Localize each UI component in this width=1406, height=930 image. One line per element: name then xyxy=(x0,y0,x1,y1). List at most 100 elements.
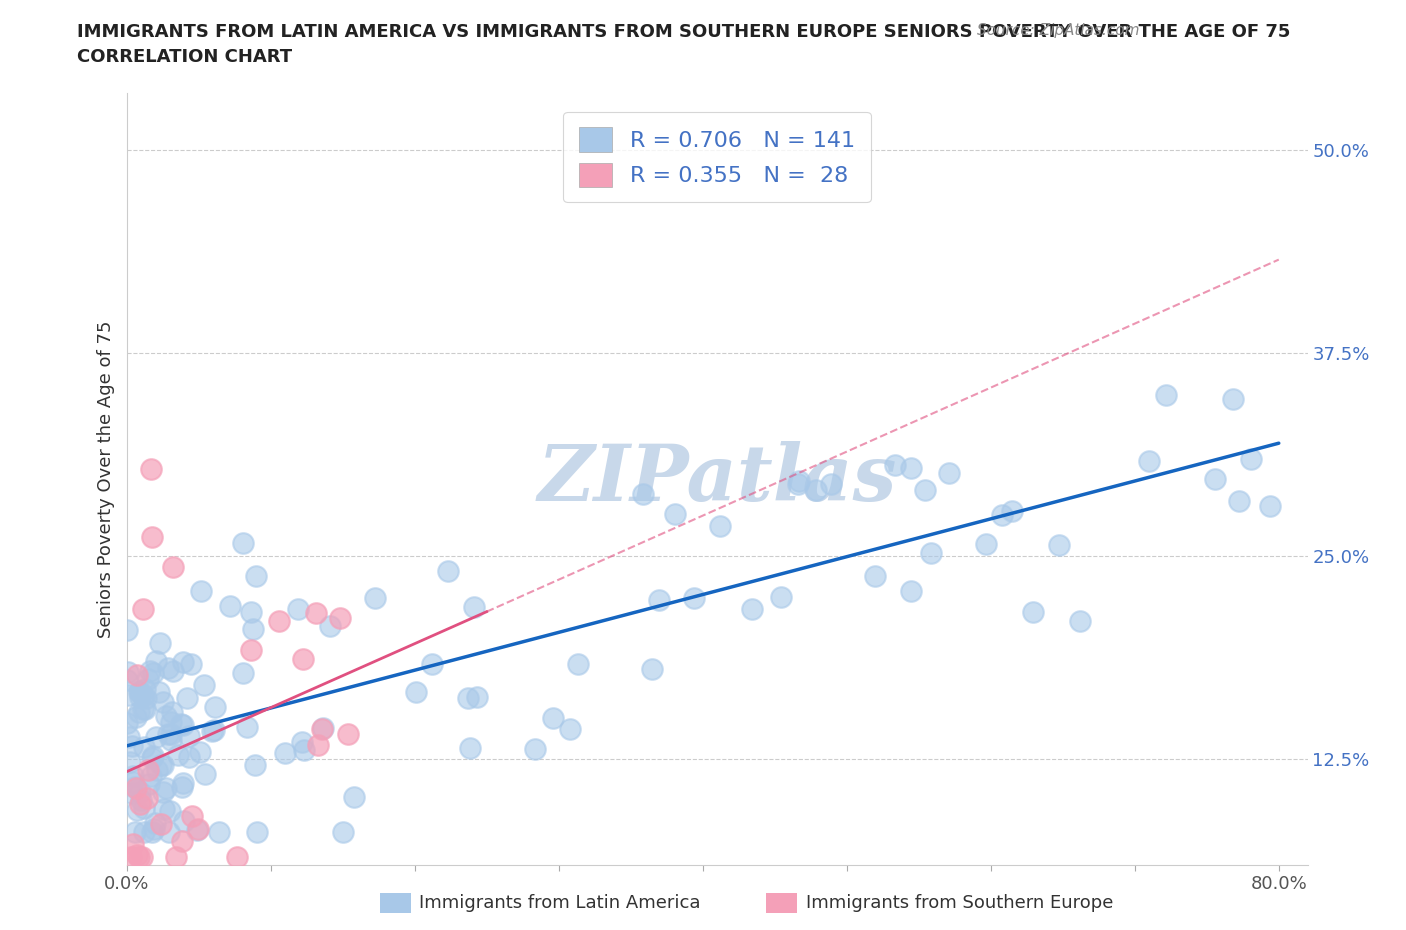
Point xyxy=(139,462,162,477)
Point xyxy=(787,477,810,492)
Point xyxy=(770,590,793,604)
Point xyxy=(232,666,254,681)
Point xyxy=(128,785,150,800)
Point xyxy=(884,458,907,472)
Point xyxy=(155,780,177,795)
Point xyxy=(567,657,589,671)
Point xyxy=(117,665,139,680)
Point xyxy=(863,568,886,583)
Point xyxy=(1258,498,1281,513)
Point xyxy=(194,766,217,781)
Point xyxy=(134,825,156,840)
Point xyxy=(132,800,155,815)
Point xyxy=(1229,494,1251,509)
Point xyxy=(142,665,165,680)
Legend: R = 0.706   N = 141, R = 0.355   N =  28: R = 0.706 N = 141, R = 0.355 N = 28 xyxy=(564,112,870,203)
Point xyxy=(153,802,176,817)
Point xyxy=(136,671,159,686)
Point xyxy=(115,672,138,687)
Point xyxy=(149,817,172,831)
Point xyxy=(342,790,364,804)
Point xyxy=(914,482,936,497)
Point xyxy=(143,815,166,830)
Text: IMMIGRANTS FROM LATIN AMERICA VS IMMIGRANTS FROM SOUTHERN EUROPE SENIORS POVERTY: IMMIGRANTS FROM LATIN AMERICA VS IMMIGRA… xyxy=(77,23,1291,41)
Point xyxy=(121,786,143,801)
Point xyxy=(177,729,200,744)
Point xyxy=(900,460,922,475)
Point xyxy=(242,622,264,637)
Point xyxy=(146,763,169,777)
Point xyxy=(159,804,181,818)
Point xyxy=(305,605,328,620)
Point xyxy=(169,716,191,731)
Point xyxy=(291,652,314,667)
Point xyxy=(167,748,190,763)
Point xyxy=(122,769,145,784)
Point xyxy=(287,602,309,617)
Point xyxy=(243,758,266,773)
Point xyxy=(134,701,156,716)
Point xyxy=(141,529,163,544)
Point xyxy=(132,739,155,754)
Point xyxy=(170,779,193,794)
Point xyxy=(1047,538,1070,552)
Point xyxy=(457,691,479,706)
Point xyxy=(141,825,163,840)
Point xyxy=(664,507,686,522)
Point xyxy=(560,722,582,737)
Point xyxy=(201,724,224,738)
Point xyxy=(132,702,155,717)
Text: ZIPatlas: ZIPatlas xyxy=(537,441,897,517)
Point xyxy=(193,678,215,693)
Point xyxy=(131,849,153,864)
Point xyxy=(165,849,187,864)
Point xyxy=(900,583,922,598)
Point xyxy=(172,717,194,732)
Point xyxy=(117,688,139,703)
Point xyxy=(134,682,156,697)
Point xyxy=(159,726,181,741)
Point xyxy=(129,796,152,811)
Point xyxy=(157,661,180,676)
Point xyxy=(683,591,706,605)
Text: CORRELATION CHART: CORRELATION CHART xyxy=(77,48,292,66)
Point xyxy=(125,803,148,817)
Point xyxy=(152,785,174,800)
Point xyxy=(148,635,170,650)
Point xyxy=(1154,388,1177,403)
Point xyxy=(463,599,485,614)
Point xyxy=(245,568,267,583)
Point xyxy=(974,537,997,551)
Point xyxy=(180,657,202,671)
Point xyxy=(1137,454,1160,469)
Point xyxy=(332,825,354,840)
Point xyxy=(188,745,211,760)
Point xyxy=(172,833,194,848)
Point xyxy=(121,738,143,753)
Point xyxy=(541,711,564,725)
Point xyxy=(181,809,204,824)
Point xyxy=(138,777,160,791)
Point xyxy=(741,601,763,616)
Point xyxy=(226,849,249,864)
Point xyxy=(172,655,194,670)
Point xyxy=(246,825,269,840)
Point xyxy=(202,723,225,737)
Point xyxy=(157,825,180,840)
Point xyxy=(125,710,148,724)
Point xyxy=(179,750,201,764)
Point xyxy=(269,614,291,629)
Point xyxy=(172,776,194,790)
Point xyxy=(124,824,146,839)
Text: Immigrants from Southern Europe: Immigrants from Southern Europe xyxy=(806,894,1114,912)
Point xyxy=(128,684,150,699)
Point xyxy=(139,768,162,783)
Point xyxy=(135,790,157,805)
Point xyxy=(145,653,167,668)
Point xyxy=(1001,504,1024,519)
Point xyxy=(176,690,198,705)
Point xyxy=(115,623,138,638)
Point xyxy=(804,483,827,498)
Point xyxy=(190,584,212,599)
Point xyxy=(145,730,167,745)
